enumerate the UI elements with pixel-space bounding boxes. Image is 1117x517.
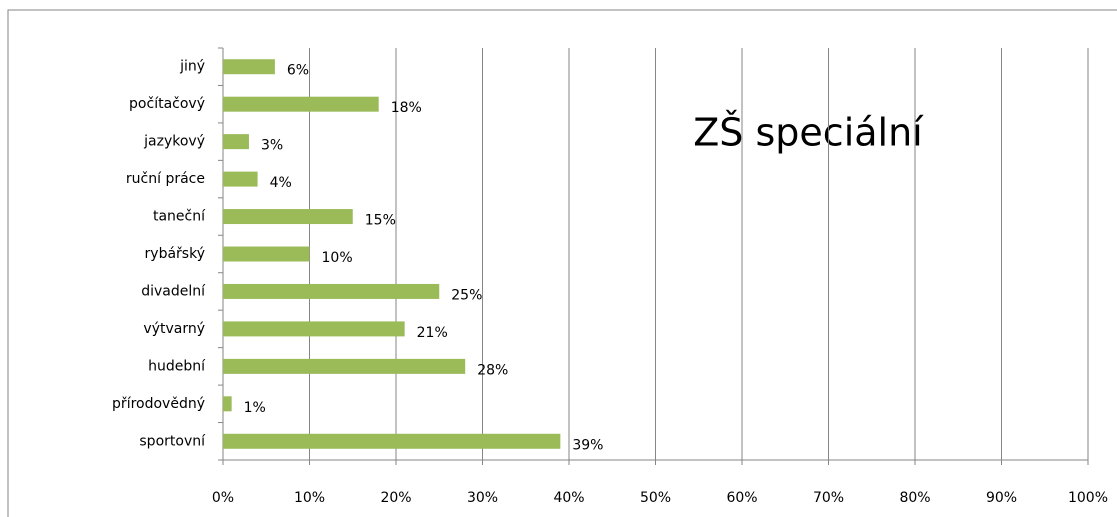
x-tick-label: 60% [726,490,757,506]
data-label: 10% [322,250,353,266]
bar [223,358,466,374]
y-tick-label: taneční [153,209,206,225]
y-tick-label: ruční práce [126,171,205,187]
data-label: 21% [417,325,448,341]
data-label: 18% [391,100,422,116]
chart-title: ZŠ speciální [693,111,924,155]
data-label: 39% [572,437,603,453]
x-tick-label: 90% [986,490,1017,506]
data-label: 4% [270,175,292,191]
chart-frame [7,9,1117,517]
y-tick-label: hudební [148,358,206,374]
x-tick-label: 40% [553,490,584,506]
x-tick-label: 10% [294,490,325,506]
data-label: 25% [451,287,482,303]
bar [223,209,353,225]
y-tick-label: přírodovědný [112,396,205,412]
x-tick-label: 80% [899,490,930,506]
y-tick-label: divadelní [141,283,206,299]
x-tick-label: 50% [640,490,671,506]
bar [223,283,440,299]
y-tick-label: výtvarný [143,321,205,337]
y-tick-label: jiný [179,59,205,75]
bar [223,246,310,262]
x-tick-label: 0% [212,490,234,506]
bar [223,134,249,150]
bar [223,59,275,75]
bar [223,171,258,187]
data-label: 6% [287,63,309,79]
y-tick-label: sportovní [139,433,206,449]
x-tick-label: 70% [813,490,844,506]
x-tick-label: 30% [467,490,498,506]
data-label: 28% [477,362,508,378]
data-label: 1% [244,400,266,416]
bar [223,396,232,412]
bar [223,321,405,337]
y-tick-label: rybářský [145,246,205,262]
data-label: 3% [261,138,283,154]
bar [223,433,561,449]
y-tick-label: jazykový [143,134,205,150]
x-tick-label: 100% [1068,490,1108,506]
bar [223,96,379,112]
x-tick-label: 20% [380,490,411,506]
y-tick-label: počítačový [129,96,205,112]
data-label: 15% [365,213,396,229]
